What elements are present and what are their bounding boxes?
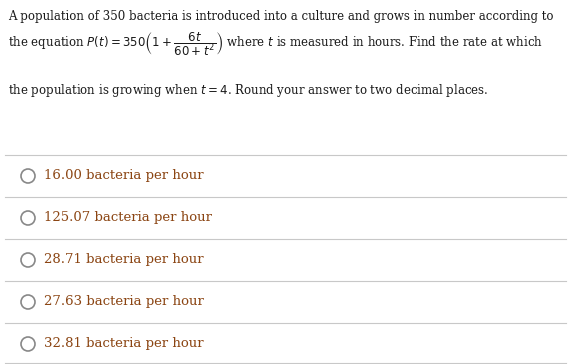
Text: the population is growing when $t = 4$. Round your answer to two decimal places.: the population is growing when $t = 4$. … xyxy=(8,82,488,99)
Text: 32.81 bacteria per hour: 32.81 bacteria per hour xyxy=(44,337,204,351)
Text: 16.00 bacteria per hour: 16.00 bacteria per hour xyxy=(44,170,204,182)
Text: the equation $P(t) = 350\left(1 + \dfrac{6t}{60+t^2}\right)$ where $t$ is measur: the equation $P(t) = 350\left(1 + \dfrac… xyxy=(8,30,543,58)
Text: 27.63 bacteria per hour: 27.63 bacteria per hour xyxy=(44,296,204,309)
Text: A population of 350 bacteria is introduced into a culture and grows in number ac: A population of 350 bacteria is introduc… xyxy=(8,10,553,23)
Text: 28.71 bacteria per hour: 28.71 bacteria per hour xyxy=(44,253,204,266)
Text: 125.07 bacteria per hour: 125.07 bacteria per hour xyxy=(44,211,212,225)
